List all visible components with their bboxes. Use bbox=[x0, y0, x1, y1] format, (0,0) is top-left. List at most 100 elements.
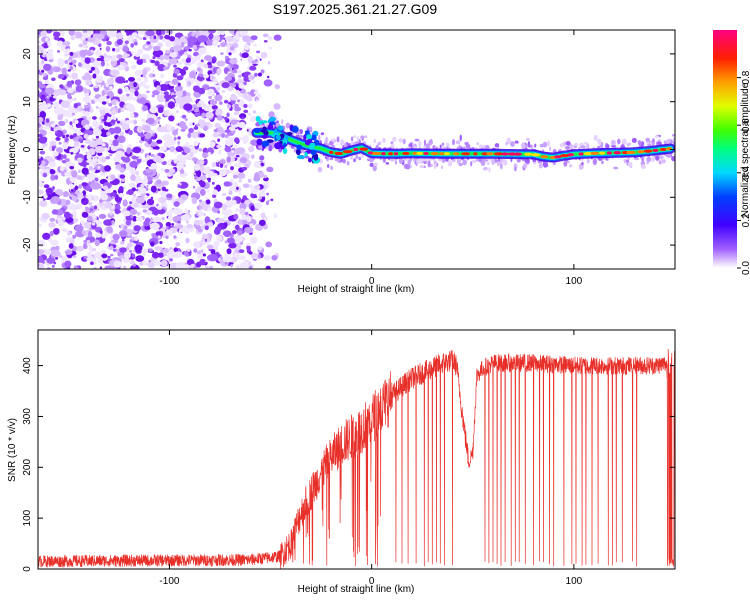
noise-blob bbox=[119, 131, 125, 137]
noise-blob bbox=[141, 118, 146, 123]
noise-blob bbox=[81, 230, 87, 235]
noise-blob bbox=[49, 230, 54, 237]
onset-blob bbox=[310, 134, 317, 141]
speckle bbox=[488, 167, 491, 173]
noise-blob bbox=[90, 49, 94, 53]
noise-blob bbox=[114, 48, 121, 53]
noise-blob bbox=[225, 129, 231, 133]
noise-blob bbox=[143, 177, 149, 185]
speckle bbox=[447, 160, 453, 167]
noise-blob bbox=[123, 251, 131, 259]
noise-blob bbox=[46, 74, 49, 78]
noise-blob bbox=[89, 46, 96, 51]
noise-blob bbox=[133, 82, 138, 88]
noise-blob bbox=[238, 192, 241, 195]
noise-blob bbox=[200, 225, 205, 230]
noise-blob bbox=[188, 264, 194, 269]
noise-blob bbox=[242, 183, 250, 189]
speckle bbox=[476, 142, 479, 146]
noise-blob bbox=[133, 96, 138, 101]
speckle bbox=[309, 126, 313, 133]
snr-ytick-label: 200 bbox=[22, 459, 33, 476]
noise-blob bbox=[78, 138, 83, 143]
noise-blob bbox=[273, 34, 282, 41]
noise-blob bbox=[235, 154, 240, 158]
noise-blob bbox=[57, 217, 63, 222]
noise-blob bbox=[164, 168, 170, 173]
noise-blob bbox=[78, 43, 83, 48]
noise-blob bbox=[250, 35, 258, 41]
noise-blob bbox=[224, 261, 228, 265]
noise-blob bbox=[242, 195, 247, 201]
noise-blob bbox=[198, 142, 201, 145]
speckle bbox=[659, 155, 664, 160]
noise-blob bbox=[139, 211, 142, 214]
noise-blob bbox=[229, 30, 234, 34]
noise-blob bbox=[147, 261, 156, 269]
noise-blob bbox=[156, 208, 166, 215]
noise-blob bbox=[146, 113, 152, 119]
noise-blob bbox=[92, 168, 96, 173]
noise-blob bbox=[83, 258, 87, 262]
onset-blob bbox=[282, 148, 288, 155]
noise-blob bbox=[53, 261, 57, 265]
noise-blob bbox=[203, 105, 213, 112]
noise-blob bbox=[125, 103, 134, 110]
noise-blob bbox=[247, 178, 252, 183]
noise-blob bbox=[248, 145, 255, 153]
noise-blob bbox=[238, 249, 245, 254]
noise-blob bbox=[151, 94, 155, 98]
track-hotspot bbox=[342, 150, 353, 154]
speckle bbox=[601, 160, 604, 165]
noise-blob bbox=[162, 247, 170, 254]
noise-blob bbox=[84, 139, 91, 144]
noise-blob bbox=[94, 177, 99, 182]
noise-blob bbox=[246, 244, 251, 252]
track-hotspot bbox=[560, 153, 570, 158]
noise-blob bbox=[184, 36, 188, 40]
noise-blob bbox=[157, 121, 160, 125]
noise-blob bbox=[249, 184, 254, 189]
noise-blob bbox=[268, 46, 273, 50]
speckle bbox=[338, 158, 341, 161]
noise-blob bbox=[191, 31, 196, 37]
speckle bbox=[329, 157, 334, 161]
speckle bbox=[470, 161, 473, 167]
snr-xtick-label: 0 bbox=[369, 576, 375, 587]
speckle bbox=[298, 134, 304, 138]
noise-blob bbox=[153, 35, 157, 40]
onset-blob bbox=[303, 134, 307, 141]
noise-blob bbox=[180, 57, 186, 64]
speckle bbox=[513, 163, 518, 170]
onset-blob bbox=[310, 149, 317, 156]
track-hotspot bbox=[599, 151, 606, 155]
noise-blob bbox=[185, 141, 190, 147]
noise-blob bbox=[39, 71, 43, 76]
noise-blob bbox=[239, 207, 246, 215]
noise-blob bbox=[244, 211, 249, 216]
noise-blob bbox=[244, 226, 254, 234]
noise-blob bbox=[52, 66, 62, 73]
noise-blob bbox=[148, 259, 151, 263]
noise-blob bbox=[161, 180, 169, 186]
noise-blob bbox=[38, 155, 41, 159]
noise-blob bbox=[188, 48, 192, 52]
noise-blob bbox=[136, 59, 144, 65]
noise-blob bbox=[89, 108, 94, 113]
noise-blob bbox=[213, 90, 218, 94]
noise-blob bbox=[127, 156, 130, 159]
noise-blob bbox=[117, 135, 126, 144]
spectrogram-ytick-label: 0 bbox=[22, 146, 33, 152]
snr-axes: -100 0 100 0 100 200 300 400 bbox=[22, 330, 675, 587]
noise-blob bbox=[223, 214, 229, 220]
noise-blob bbox=[259, 58, 262, 61]
noise-blob bbox=[220, 133, 226, 138]
noise-blob bbox=[114, 208, 120, 215]
noise-blob bbox=[104, 165, 111, 172]
noise-blob bbox=[48, 59, 54, 63]
noise-blob bbox=[117, 88, 123, 95]
noise-blob bbox=[62, 41, 70, 47]
noise-blob bbox=[150, 185, 157, 193]
noise-blob bbox=[142, 248, 149, 254]
noise-blob bbox=[226, 112, 230, 118]
